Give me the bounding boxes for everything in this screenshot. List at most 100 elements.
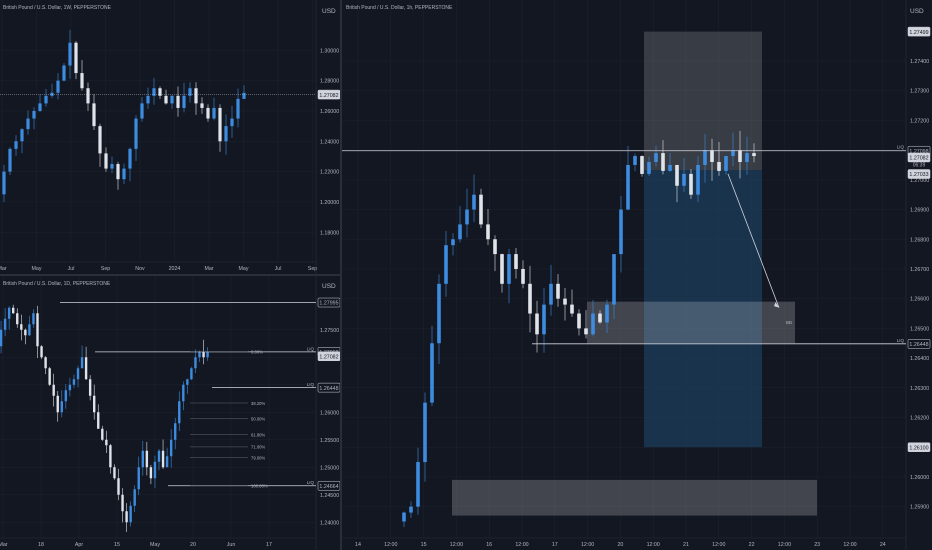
hourly-x-tick: 12:00	[515, 542, 528, 548]
daily-level-price-tag-bg	[317, 382, 340, 393]
candle-body	[125, 511, 128, 523]
weekly-x-tick: Sep	[101, 266, 110, 272]
candle-body	[444, 245, 448, 284]
candle-body	[640, 156, 644, 174]
candle-body	[56, 395, 59, 413]
candle-body	[44, 95, 48, 104]
candle-body	[465, 209, 469, 225]
candle-body	[110, 164, 114, 169]
hourly-target-price-tag-bg	[907, 442, 931, 452]
candle-body	[724, 156, 728, 171]
candle-body	[486, 224, 490, 240]
hourly-x-tick: 12:00	[778, 542, 791, 548]
candle-body	[153, 461, 157, 479]
candle-body	[458, 224, 462, 240]
weekly-currency-label: USD	[322, 8, 336, 15]
hourly-x-tick: 12:00	[450, 542, 463, 548]
candle-body	[56, 80, 60, 93]
hourly-x-tick: 20	[617, 542, 623, 548]
candle-body	[128, 148, 132, 169]
candle-body	[521, 268, 525, 284]
candle-body	[218, 107, 222, 142]
candle-body	[98, 126, 102, 154]
weekly-y-tick: 1.20000	[320, 200, 339, 206]
candle-body	[194, 88, 198, 104]
daily-fib-label: 79.00%	[251, 455, 265, 460]
candle-body	[174, 423, 177, 440]
hourly-level-tag: LIQ	[897, 338, 905, 343]
daily-x-tick: Apr	[75, 542, 83, 548]
weekly-current-price-tag-bg	[317, 89, 340, 100]
weekly-x-tick: Sep	[308, 266, 317, 272]
candle-body	[74, 42, 78, 74]
hourly-y-tick: 1.27400	[910, 59, 929, 65]
hourly-x-tick: 22	[749, 542, 755, 548]
candle-body	[109, 445, 112, 468]
candle-body	[176, 95, 180, 108]
candle-body	[605, 304, 609, 323]
hourly-entry-price-tag: 1.27033	[909, 172, 928, 178]
hourly-stop-zone	[644, 31, 762, 171]
pane-divider-vertical[interactable]	[340, 0, 342, 550]
hourly-demand-zone	[587, 301, 795, 344]
hourly-x-tick: 21	[683, 542, 689, 548]
daily-chart[interactable]: 1.240001.245001.250001.255001.260001.265…	[0, 276, 340, 550]
weekly-y-tick: 1.30000	[320, 48, 339, 54]
hourly-chart-pane[interactable]: 1.25900 1.26000 1.26100 1.26200 1.26300 1.264…	[342, 0, 932, 550]
candle-body	[194, 357, 197, 369]
weekly-chart[interactable]: 1.18000 1.20000 1.22000 1.24000 1.26000 1.280…	[0, 0, 340, 274]
weekly-chart-pane[interactable]: 1.18000 1.20000 1.22000 1.24000 1.26000 1.280…	[0, 0, 340, 274]
daily-chart-pane[interactable]: 1.240001.245001.250001.255001.260001.265…	[0, 276, 340, 550]
candle-body	[121, 494, 124, 512]
daily-current-price-tag-bg	[317, 351, 340, 361]
hourly-x-tick: 23	[814, 542, 820, 548]
candle-body	[104, 153, 108, 169]
candle-body	[188, 88, 192, 96]
candle-body	[93, 395, 96, 413]
candle-body	[528, 283, 532, 314]
candle-body	[60, 401, 63, 413]
pane-divider-horizontal[interactable]	[0, 274, 340, 276]
candle-body	[416, 462, 420, 507]
candle-body	[64, 390, 68, 402]
candle-body	[14, 141, 18, 149]
hourly-level-tag: LIQ	[897, 145, 905, 150]
candle-body	[170, 95, 174, 104]
hourly-y-tick: 1.26000	[910, 475, 929, 481]
candle-body	[140, 103, 144, 119]
candle-body	[507, 254, 511, 284]
candle-body	[535, 313, 539, 335]
candle-body	[437, 283, 441, 344]
candle-body	[549, 283, 553, 305]
candle-body	[703, 150, 707, 165]
candle-body	[44, 357, 47, 369]
candle-body	[76, 368, 80, 380]
candle-body	[16, 313, 19, 325]
candle-body	[164, 95, 168, 104]
daily-x-tick: 18	[38, 542, 44, 548]
hourly-y-tick: 1.26900	[910, 208, 929, 214]
candle-body	[514, 254, 518, 269]
candle-body	[146, 95, 150, 104]
candle-body	[12, 307, 15, 314]
candle-body	[202, 351, 205, 358]
hourly-target-zone	[644, 170, 762, 448]
weekly-y-tick: 1.24000	[320, 139, 339, 145]
candle-body	[80, 357, 84, 369]
weekly-x-tick: May	[238, 266, 248, 272]
hourly-y-tick: 1.27200	[910, 118, 929, 124]
candle-body	[493, 239, 497, 255]
daily-y-tick: 1.24500	[320, 493, 339, 499]
daily-level-price-tag: 1.24664	[319, 484, 338, 490]
candle-body	[20, 129, 24, 142]
candle-body	[105, 439, 108, 446]
hourly-zone-tag: BB	[786, 320, 792, 325]
weekly-x-tick: Mar	[204, 266, 213, 272]
candle-body	[152, 88, 156, 96]
candle-body	[626, 164, 630, 210]
hourly-x-tick: 17	[552, 542, 558, 548]
daily-level-price-tag-bg	[317, 297, 340, 308]
daily-fib-label: 50.00%	[251, 417, 265, 422]
hourly-chart[interactable]: 1.25900 1.26000 1.26100 1.26200 1.26300 1.264…	[342, 0, 932, 550]
daily-y-tick: 1.26000	[320, 410, 339, 416]
